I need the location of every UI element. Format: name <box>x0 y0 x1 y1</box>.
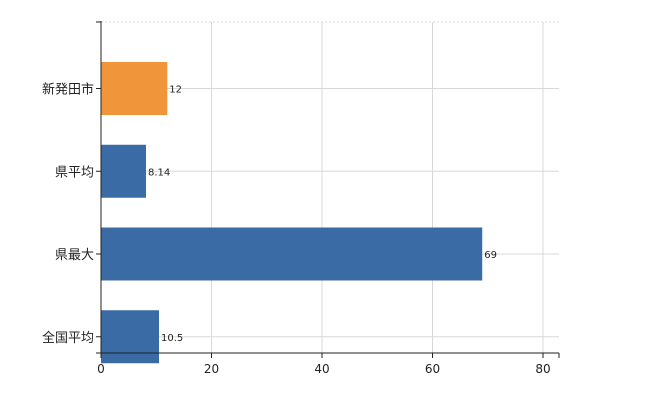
x-tick-label: 0 <box>97 362 105 376</box>
data-label: 12 <box>169 85 182 96</box>
data-label: 69 <box>484 250 497 261</box>
x-tick-label: 20 <box>204 362 219 376</box>
grid-lines <box>101 21 559 353</box>
x-tick-label: 40 <box>314 362 329 376</box>
bar <box>101 144 146 198</box>
x-tick-label: 60 <box>425 362 440 376</box>
category-label: 全国平均 <box>42 330 94 346</box>
category-label: 県最大 <box>55 248 94 263</box>
category-label: 新発田市 <box>42 82 94 98</box>
bar <box>101 310 160 364</box>
category-label: 県平均 <box>55 165 94 180</box>
labels: 12 新発田市 8.14 県平均 69 県最大 10.5 全国平均 0 20 40 60 80 <box>42 82 551 377</box>
bar <box>101 227 483 281</box>
x-tick-label: 80 <box>535 362 550 376</box>
data-label: 8.14 <box>148 167 170 178</box>
data-label: 10.5 <box>161 333 183 344</box>
axes <box>96 21 560 358</box>
bar <box>101 62 168 115</box>
bars <box>101 62 483 364</box>
